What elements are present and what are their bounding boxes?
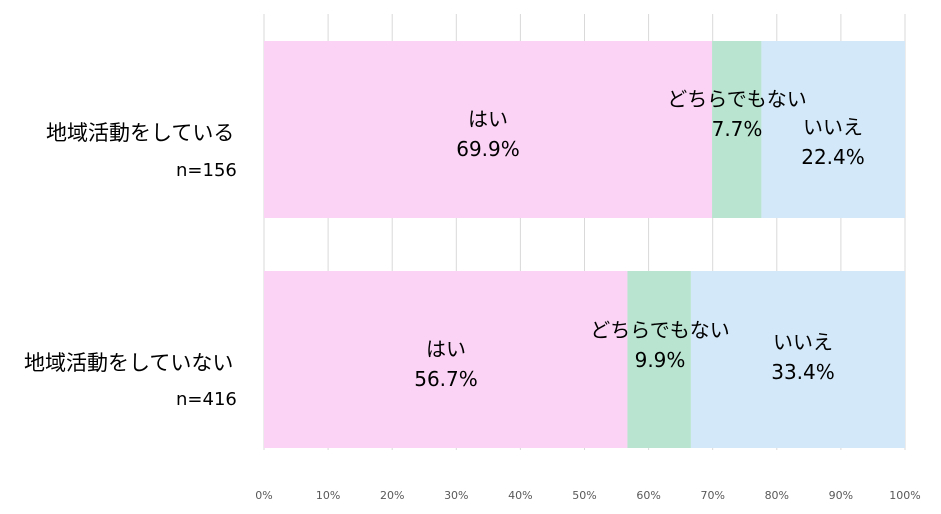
bar-segment: [627, 271, 691, 448]
x-tick-label: 60%: [636, 489, 660, 502]
segment-value-label: 9.9%: [635, 348, 686, 372]
segment-value-label: 7.7%: [712, 117, 763, 141]
x-axis-ticks: 0% 10% 20% 30% 40% 50% 60% 70% 80% 90% 100%: [255, 489, 920, 502]
segment-value-label: 69.9%: [456, 137, 520, 161]
x-tick-label: 0%: [255, 489, 272, 502]
segment-value-label: 22.4%: [801, 145, 865, 169]
segment-series-label: どちらでもない: [590, 318, 729, 342]
bar-segment: [690, 271, 905, 448]
x-tick-label: 90%: [829, 489, 853, 502]
bar-segment: [264, 41, 713, 218]
category-label-inactive: 地域活動をしていない: [24, 351, 234, 375]
bar-segment: [712, 41, 762, 218]
x-tick-label: 100%: [889, 489, 920, 502]
x-tick-label: 40%: [508, 489, 532, 502]
x-tick-label: 70%: [700, 489, 724, 502]
x-tick-label: 50%: [572, 489, 596, 502]
x-tick-label: 10%: [316, 489, 340, 502]
segment-series-label: いいえ: [803, 115, 863, 139]
segment-value-label: 56.7%: [414, 367, 478, 391]
segment-series-label: どちらでもない: [667, 87, 806, 111]
bar-segment: [264, 271, 628, 448]
x-tick-label: 80%: [765, 489, 789, 502]
category-label-active: 地域活動をしている: [46, 121, 235, 145]
bars: はい 69.9% どちらでもない 7.7% いいえ 22.4% はい 56.7% どちらでもない…: [264, 41, 905, 448]
sample-size-active: n=156: [176, 160, 237, 181]
bar-segment: [761, 41, 905, 218]
sample-size-inactive: n=416: [176, 389, 237, 410]
x-tick-label: 30%: [444, 489, 468, 502]
segment-series-label: はい: [468, 107, 508, 131]
segment-series-label: いいえ: [773, 330, 833, 354]
x-tick-label: 20%: [380, 489, 404, 502]
segment-series-label: はい: [426, 337, 466, 361]
segment-value-label: 33.4%: [771, 360, 835, 384]
